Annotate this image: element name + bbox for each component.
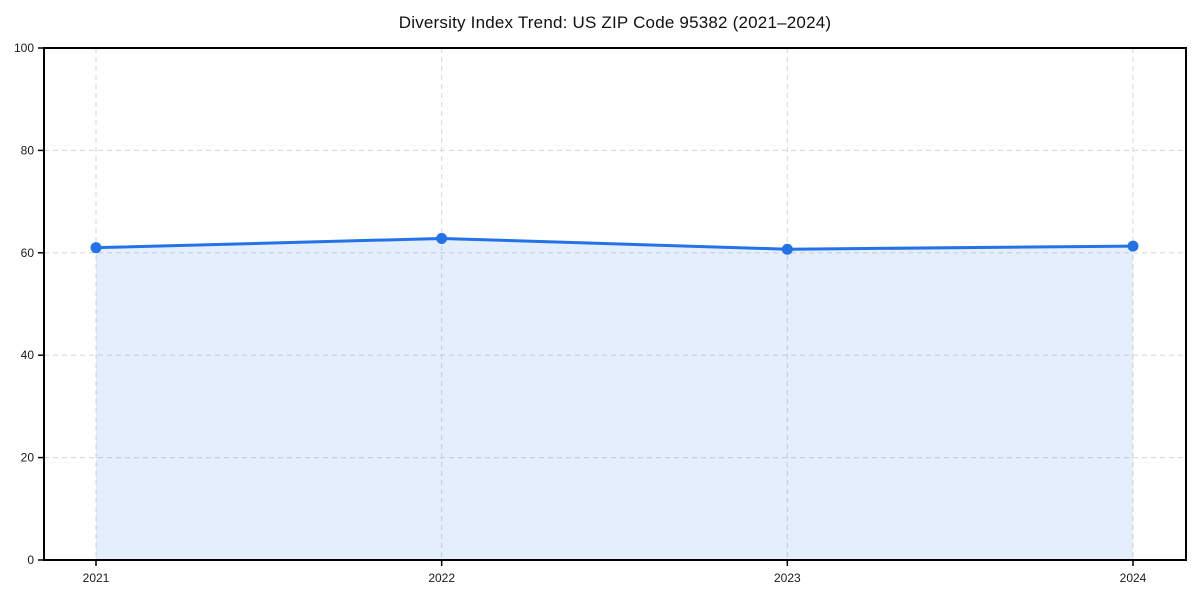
data-point [781, 243, 793, 255]
area-fill [96, 238, 1133, 561]
y-axis-tick-label: 0 [27, 553, 34, 567]
x-axis-tick-label: 2022 [428, 571, 455, 585]
y-axis-tick-label: 20 [21, 451, 35, 465]
y-axis-tick-label: 100 [14, 41, 34, 55]
plot-border [43, 47, 1187, 561]
x-axis-tick-label: 2021 [83, 571, 110, 585]
y-axis-tick-label: 40 [21, 348, 35, 362]
data-point [1127, 240, 1139, 252]
data-point [436, 232, 448, 244]
y-axis-tick-label: 60 [21, 246, 35, 260]
trend-line [94, 236, 1135, 251]
y-axis-tick-label: 80 [21, 143, 35, 157]
data-point [90, 242, 102, 254]
x-axis-tick-label: 2023 [774, 571, 801, 585]
x-axis-tick-label: 2024 [1120, 571, 1147, 585]
chart-title: Diversity Index Trend: US ZIP Code 95382… [398, 13, 832, 32]
